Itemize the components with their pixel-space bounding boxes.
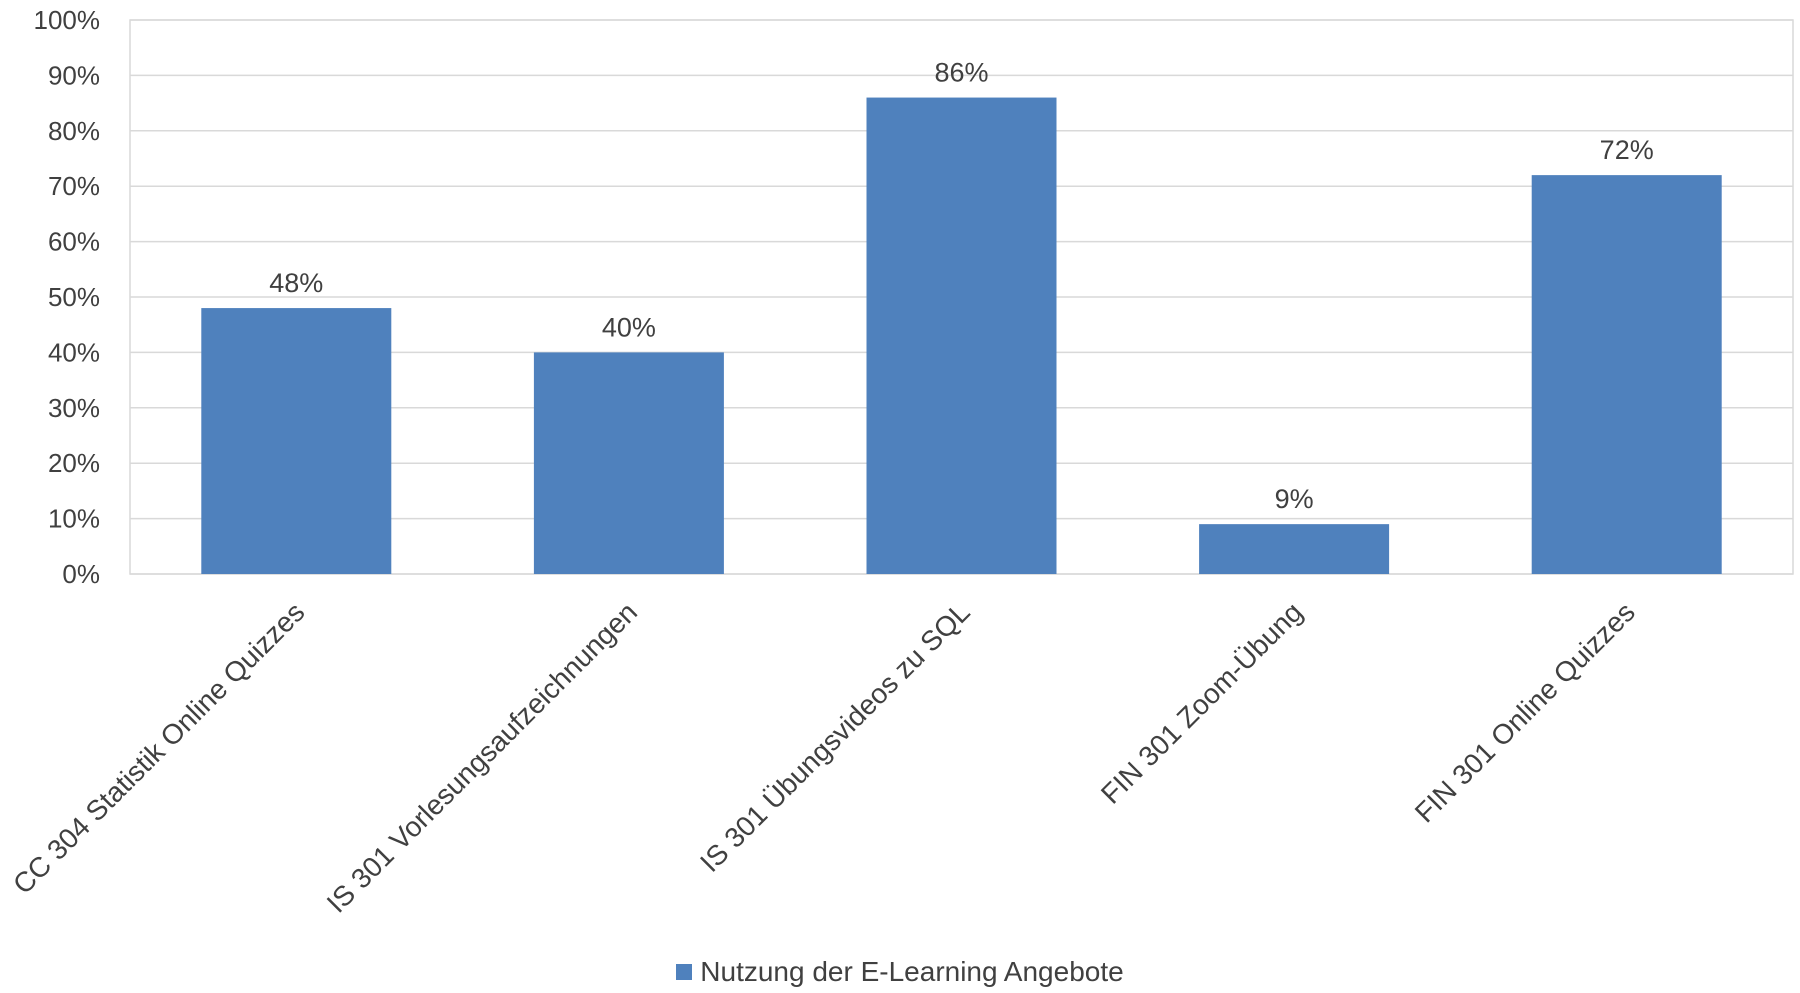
y-tick-label: 70% (48, 171, 100, 201)
legend-label: Nutzung der E-Learning Angebote (700, 956, 1124, 987)
data-label: 40% (602, 312, 656, 342)
y-tick-label: 40% (48, 337, 100, 367)
data-labels: 48% 40% 86% 9% 72% (269, 58, 1653, 515)
y-tick-label: 80% (48, 116, 100, 146)
bar (866, 97, 1057, 574)
bar (1199, 524, 1390, 574)
x-axis-labels: CC 304 Statistik Online Quizzes IS 301 Vo… (7, 596, 1641, 918)
x-category-label: IS 301 Übungsvideos zu SQL (694, 596, 976, 878)
x-category-label: CC 304 Statistik Online Quizzes (7, 596, 311, 900)
bars (201, 97, 1722, 574)
data-label: 9% (1275, 484, 1314, 514)
x-category-label: FIN 301 Zoom-Übung (1095, 596, 1308, 809)
x-category-label: IS 301 Vorlesungsaufzeichnungen (321, 596, 643, 918)
y-tick-label: 0% (62, 559, 100, 589)
data-label: 48% (269, 268, 323, 298)
y-tick-label: 50% (48, 282, 100, 312)
y-tick-label: 10% (48, 504, 100, 534)
legend-item: Nutzung der E-Learning Angebote (676, 956, 1124, 988)
data-label: 86% (934, 58, 988, 88)
y-tick-label: 30% (48, 393, 100, 423)
y-tick-label: 90% (48, 60, 100, 90)
bar (533, 352, 724, 574)
y-tick-label: 60% (48, 227, 100, 257)
bar (201, 308, 392, 574)
legend-swatch (676, 964, 693, 980)
y-axis-ticks: 0% 10% 20% 30% 40% 50% 60% 70% 80% 90% 100% (34, 5, 101, 589)
y-tick-label: 100% (34, 5, 101, 35)
bar (1531, 175, 1722, 574)
x-category-label: FIN 301 Online Quizzes (1409, 596, 1641, 828)
legend: Nutzung der E-Learning Angebote (0, 956, 1800, 988)
data-label: 72% (1600, 135, 1654, 165)
bar-chart: 0% 10% 20% 30% 40% 50% 60% 70% 80% 90% 100% 48% 40%… (7, 5, 1794, 919)
y-tick-label: 20% (48, 448, 100, 478)
